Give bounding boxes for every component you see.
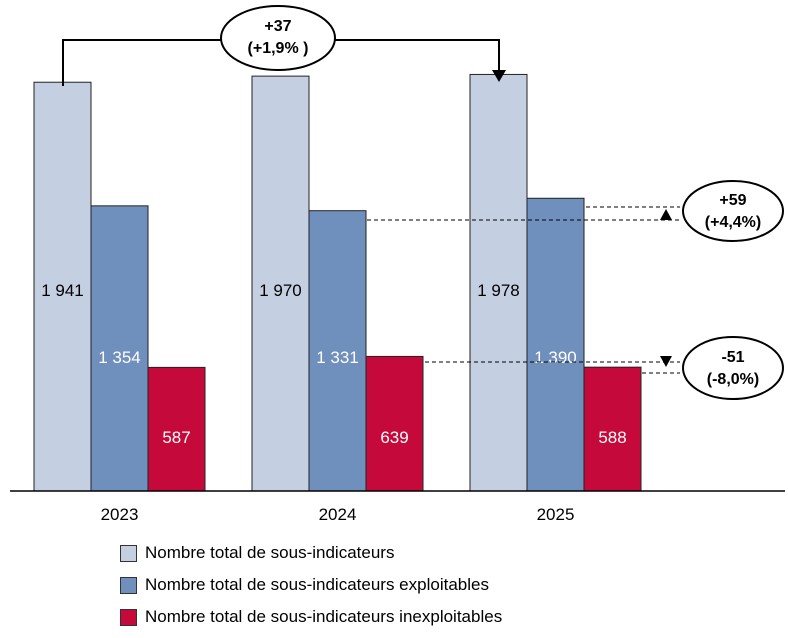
x-tick-labels: 2023 2024 2025: [101, 505, 575, 524]
legend-swatch-total: [120, 544, 137, 562]
bar-inexploitables-2023: [147, 366, 206, 492]
inexploitables-change-percent: (-8,0%): [707, 371, 759, 388]
legend-item-total: Nombre total de sous-indicateurs: [120, 537, 502, 569]
legend-label-exploitables: Nombre total de sous-indicateurs exploit…: [145, 575, 489, 594]
bar-exploitables-2024: [308, 210, 367, 492]
inexploitables-change-value: -51: [721, 349, 744, 366]
x-tick-2025: 2025: [537, 505, 575, 524]
exploitables-change-value: +59: [719, 192, 746, 209]
x-tick-2023: 2023: [101, 505, 139, 524]
bar-label-inexploitables-2024: 639: [380, 428, 408, 447]
bar-exploitables-2023: [90, 205, 149, 492]
bar-total-2024: [251, 75, 310, 492]
inexploitables-down-arrow: [660, 356, 672, 367]
bar-label-exploitables-2023: 1 354: [98, 348, 141, 367]
bar-total-2023: [33, 81, 92, 492]
legend-swatch-inexploitables: [120, 608, 137, 626]
total-change-annotation: +37 (+1,9% ): [62, 5, 506, 86]
exploitables-change-percent: (+4,4%): [705, 214, 761, 231]
total-change-arrow-head: [492, 70, 506, 82]
total-change-percent: (+1,9% ): [248, 40, 309, 57]
legend-item-inexploitables: Nombre total de sous-indicateurs inexplo…: [120, 601, 502, 633]
legend-label-inexploitables: Nombre total de sous-indicateurs inexplo…: [145, 607, 503, 626]
bar-label-inexploitables-2025: 588: [598, 428, 626, 447]
total-change-bubble: [220, 5, 336, 71]
exploitables-change-annotation: +59 (+4,4%): [367, 180, 784, 242]
total-change-arrow-line-right: [334, 39, 500, 70]
bar-inexploitables-2024: [365, 355, 424, 492]
inexploitables-change-bubble: [682, 336, 784, 400]
bar-label-inexploitables-2023: 587: [162, 428, 190, 447]
legend: Nombre total de sous-indicateurs Nombre …: [120, 537, 502, 633]
legend-item-exploitables: Nombre total de sous-indicateurs exploit…: [120, 569, 502, 601]
bar-total-2025: [469, 73, 528, 492]
bar-label-exploitables-2024: 1 331: [316, 348, 359, 367]
bar-label-exploitables-2025: 1 390: [534, 348, 577, 367]
bar-label-total-2025: 1 978: [477, 281, 520, 300]
bar-exploitables-2025: [526, 197, 585, 492]
exploitables-change-bubble: [682, 180, 784, 242]
bar-label-total-2023: 1 941: [41, 281, 84, 300]
total-change-value: +37: [264, 18, 291, 35]
legend-label-total: Nombre total de sous-indicateurs: [145, 543, 395, 562]
inexploitables-change-annotation: -51 (-8,0%): [425, 336, 784, 400]
x-tick-2024: 2024: [319, 505, 357, 524]
bar-label-total-2024: 1 970: [259, 281, 302, 300]
exploitables-up-arrow: [660, 209, 672, 220]
legend-swatch-exploitables: [120, 576, 137, 594]
bars-group: 1 941 1 354 587 1 970 1 331 639 1 978 1 390 588: [33, 73, 642, 492]
total-change-arrow-line: [62, 39, 222, 86]
